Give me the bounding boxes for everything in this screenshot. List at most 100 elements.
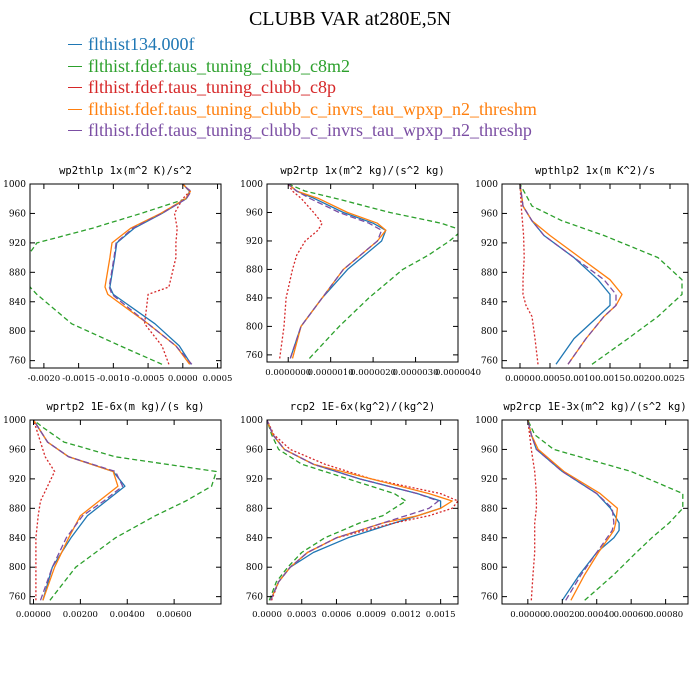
- y-tick-label: 920: [246, 475, 263, 485]
- x-tick-label: 0.0009: [356, 610, 386, 620]
- series-line: [104, 184, 192, 365]
- y-tick-label: 800: [481, 327, 498, 337]
- plot-frame: [29, 183, 222, 369]
- plot-frame: [266, 183, 459, 363]
- chart-panel: wpthlp2 1x(m K^2)/s 760 800 840 880 920 960 100…: [475, 165, 689, 384]
- x-tick-label: 0.0025: [655, 374, 685, 384]
- series-group: [32, 420, 217, 601]
- series-line: [527, 420, 684, 601]
- y-tick-label: 960: [9, 209, 26, 219]
- y-tick-label: 960: [246, 208, 263, 218]
- y-tick-label: 800: [246, 563, 263, 573]
- y-tick-label: 880: [481, 504, 498, 514]
- y-tick-label: 840: [9, 534, 26, 544]
- panel-title: rcp2 1E-6x(kg^2)/(kg^2): [290, 401, 435, 413]
- x-tick-label: 0.00040: [579, 610, 614, 620]
- x-tick-label: 0.0010: [565, 374, 595, 384]
- y-tick-label: 840: [481, 534, 498, 544]
- series-line: [267, 420, 458, 601]
- y-tick-label: 920: [9, 475, 26, 485]
- series-line: [32, 420, 119, 601]
- x-tick-label: 0.0003: [287, 610, 317, 620]
- x-tick-label: -0.0010: [97, 374, 130, 384]
- plot-frame: [501, 183, 689, 369]
- plot-frame: [501, 419, 689, 605]
- series-line: [519, 184, 617, 365]
- legend-swatch: [68, 108, 82, 110]
- x-tick-label: 0.00000: [510, 610, 545, 620]
- x-tick-label: 0.0000: [505, 374, 535, 384]
- y-tick-label: 840: [246, 294, 263, 304]
- y-tick-label: 760: [481, 357, 498, 367]
- series-line: [287, 184, 387, 359]
- y-tick-label: 880: [9, 504, 26, 514]
- x-tick-label: -0.0015: [62, 374, 95, 384]
- y-tick-label: 800: [481, 563, 498, 573]
- series-line: [267, 420, 453, 601]
- y-tick-label: 920: [481, 475, 498, 485]
- x-tick-label: 0.00000: [16, 610, 51, 620]
- y-tick-label: 760: [246, 351, 263, 361]
- x-tick-label: 0.0015: [426, 610, 456, 620]
- chart-panel: wprtp2 1E-6x(m kg)/(s kg) 760 800 840 880 920…: [3, 401, 222, 620]
- chart-panel: rcp2 1E-6x(kg^2)/(kg^2) 760 800 840 880 920 96…: [240, 401, 459, 620]
- y-tick-label: 1000: [475, 416, 498, 426]
- series-line: [32, 420, 124, 601]
- x-tick-label: 0.00080: [648, 610, 683, 620]
- y-tick-label: 880: [246, 504, 263, 514]
- series-line: [519, 184, 611, 365]
- y-tick-label: 760: [481, 593, 498, 603]
- x-tick-label: 0.0015: [595, 374, 625, 384]
- x-tick-label: 0.0012: [391, 610, 421, 620]
- y-tick-label: 920: [481, 239, 498, 249]
- x-tick-label: 0.0000000: [265, 368, 311, 378]
- y-tick-label: 800: [9, 563, 26, 573]
- series-line: [527, 420, 615, 601]
- x-tick-label: -0.0020: [28, 374, 61, 384]
- legend-item: flthist134.000f: [68, 34, 537, 56]
- y-tick-label: 1000: [475, 180, 498, 190]
- legend-item: flthist.fdef.taus_tuning_clubb_c8m2: [68, 56, 537, 78]
- series-line: [519, 184, 683, 365]
- series-line: [287, 184, 383, 359]
- series-line: [33, 420, 217, 601]
- x-tick-label: 0.0000: [168, 374, 198, 384]
- series-line: [519, 184, 539, 365]
- x-tick-label: 0.0005: [203, 374, 233, 384]
- legend-swatch: [68, 130, 82, 132]
- x-tick-label: 0.0000010: [308, 368, 354, 378]
- series-line: [527, 420, 619, 601]
- y-tick-label: 760: [9, 593, 26, 603]
- legend-item: flthist.fdef.taus_tuning_clubb_c_invrs_t…: [68, 99, 537, 121]
- legend-swatch: [68, 65, 82, 67]
- y-tick-label: 840: [481, 298, 498, 308]
- x-tick-label: 0.0006: [322, 610, 352, 620]
- y-tick-label: 960: [246, 445, 263, 455]
- y-tick-label: 960: [481, 209, 498, 219]
- legend-label: flthist.fdef.taus_tuning_clubb_c_invrs_t…: [88, 120, 532, 140]
- series-group: [30, 184, 193, 365]
- series-line: [267, 420, 407, 601]
- y-tick-label: 840: [9, 298, 26, 308]
- y-tick-label: 960: [481, 445, 498, 455]
- y-tick-label: 800: [246, 322, 263, 332]
- x-tick-label: 0.0000040: [435, 368, 481, 378]
- x-tick-label: 0.0000: [252, 610, 282, 620]
- x-tick-label: 0.00600: [157, 610, 192, 620]
- panel-title: wp2rcp 1E-3x(m^2 kg)/(s^2 kg): [503, 401, 686, 413]
- figure-title: CLUBB VAR at280E,5N: [248, 8, 452, 30]
- x-tick-label: 0.00200: [63, 610, 98, 620]
- x-tick-label: 0.00400: [110, 610, 145, 620]
- series-line: [519, 184, 623, 365]
- series-group: [267, 420, 458, 601]
- x-tick-label: 0.0000030: [393, 368, 439, 378]
- panel-title: wp2thlp 1x(m^2 K)/s^2: [59, 165, 192, 177]
- chart-panel: wp2rtp 1x(m^2 kg)/(s^2 kg) 760 800 840 880 92…: [240, 165, 481, 378]
- series-line: [109, 184, 192, 365]
- y-tick-label: 760: [246, 593, 263, 603]
- x-tick-label: -0.0005: [132, 374, 165, 384]
- legend: flthist134.000f flthist.fdef.taus_tuning_…: [68, 34, 537, 142]
- y-tick-label: 800: [9, 327, 26, 337]
- series-line: [527, 420, 620, 601]
